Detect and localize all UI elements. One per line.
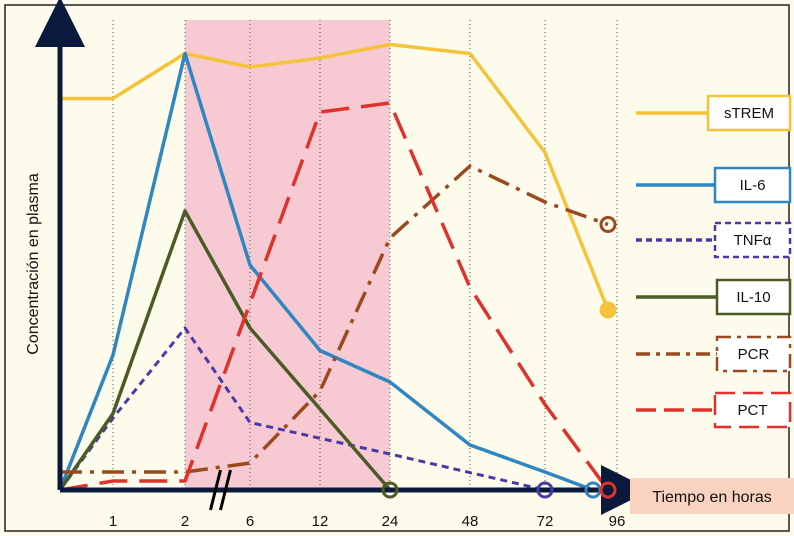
series-line-il10 <box>58 209 392 492</box>
x-tick-label: 2 <box>181 513 189 530</box>
x-tick-label: 72 <box>537 513 554 530</box>
end-marker-pct <box>599 481 617 499</box>
x-tick-label: 96 <box>609 513 626 530</box>
end-marker-pcr <box>599 216 617 233</box>
series-layer <box>58 42 610 492</box>
legend-label-il10: IL-10 <box>736 289 770 306</box>
legend-layer: sTREM IL-6 TNFα IL-10 PCR PCT <box>636 94 792 429</box>
shaded-band-layer <box>185 20 390 490</box>
legend-label-tnf: TNFα <box>734 232 772 249</box>
end-marker-il10 <box>381 481 399 499</box>
end-marker-strem <box>599 301 617 319</box>
legend-box-pcr <box>715 335 792 373</box>
x-tick-label: 6 <box>246 513 254 530</box>
axis-break-mark <box>219 469 232 511</box>
y-axis-label: Concentración en plasma <box>25 173 42 355</box>
legend-box-tnf <box>713 221 792 259</box>
x-tick-label: 48 <box>462 513 479 530</box>
legend-label-il6: IL-6 <box>740 177 766 194</box>
legend-label-strem: sTREM <box>724 105 774 122</box>
end-marker-layer <box>381 216 617 499</box>
x-axis-label-box <box>630 478 794 514</box>
x-axis-label: Tiempo en horas <box>652 489 771 506</box>
axis-break-mark <box>209 469 222 511</box>
legend-box-il10 <box>715 278 792 316</box>
series-line-strem <box>60 42 610 311</box>
chart-border <box>4 4 790 532</box>
series-line-pcr <box>60 164 609 474</box>
series-line-il6 <box>58 51 594 492</box>
end-marker-tnf <box>536 481 554 499</box>
legend-label-pcr: PCR <box>738 346 770 363</box>
legend-box-pct <box>713 391 792 429</box>
shaded-band <box>185 20 390 490</box>
x-tick-label: 12 <box>312 513 329 530</box>
x-tick-layer: 1 2 6 12 24 48 72 96 <box>109 513 626 530</box>
legend-label-pct: PCT <box>738 402 768 419</box>
axis-layer <box>35 0 651 515</box>
x-tick-label: 24 <box>382 513 399 530</box>
legend-box-il6 <box>713 166 792 204</box>
series-line-tnf <box>58 326 546 492</box>
x-tick-label: 1 <box>109 513 117 530</box>
series-line-pct <box>59 101 610 492</box>
legend-box-strem <box>706 94 792 132</box>
